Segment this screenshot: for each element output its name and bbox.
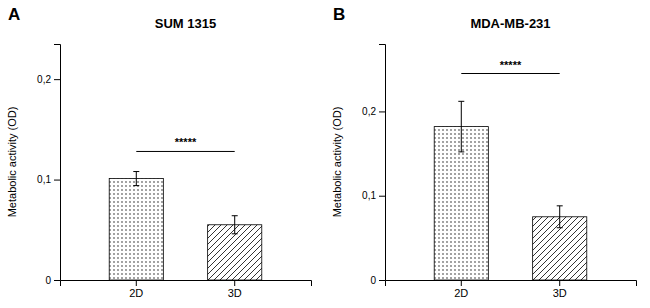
x-axis-line [386, 281, 637, 287]
error-bar-stem [461, 101, 462, 152]
error-bar-cap [458, 151, 464, 152]
y-tick-mark [379, 111, 385, 112]
y-tick: 0,1 [37, 174, 60, 185]
x-axis: 2D 3D [61, 280, 312, 299]
plot-area: 0 0,1 0,2 2D 3D ***** [362, 45, 636, 299]
data-layer [434, 74, 587, 281]
y-tick: 0 [45, 275, 60, 286]
significance-bar [461, 73, 559, 74]
y-tick-mark [54, 79, 60, 80]
y-tick-mark [379, 280, 385, 281]
x-tick-mark [559, 280, 560, 286]
x-tick: 3D [553, 280, 567, 299]
y-tick: 0,1 [362, 190, 385, 201]
error-bar-stem [136, 172, 137, 186]
y-tick-label: 0,1 [362, 190, 376, 201]
error-bar-cap [458, 101, 464, 102]
x-tick-label: 3D [553, 287, 567, 299]
significance-text: ***** [175, 136, 197, 148]
x-tick-mark [136, 280, 137, 286]
error-bar-cap [557, 227, 563, 228]
chart-title: MDA-MB-231 [470, 16, 550, 31]
error-bar-cap [232, 233, 238, 234]
y-axis: 0 0,1 0,2 [37, 45, 60, 286]
x-tick: 2D [129, 280, 143, 299]
x-axis-line [61, 281, 312, 287]
y-tick-mark [379, 196, 385, 197]
y-tick-mark [54, 180, 60, 181]
error-bar [557, 206, 563, 228]
y-tick-label: 0,2 [362, 106, 376, 117]
y-axis-line [54, 45, 61, 281]
bar [109, 179, 163, 280]
chart-title: SUM 1315 [155, 16, 216, 31]
error-bar [458, 101, 464, 152]
y-tick: 0,2 [362, 106, 385, 117]
x-tick-label: 3D [228, 287, 242, 299]
y-axis-title: Metabolic activity (OD) [331, 107, 343, 218]
x-tick: 2D [454, 280, 468, 299]
y-tick: 0 [370, 275, 385, 286]
error-bar-cap [133, 185, 139, 186]
error-bar-stem [234, 216, 235, 234]
error-bar-cap [557, 205, 563, 206]
chart-root: 0 0,1 0,2 2D 3D ***** SUM 1315 A Metabolic activ… [0, 0, 650, 308]
x-tick-mark [234, 280, 235, 286]
panel: 0 0,1 0,2 2D 3D ***** MDA-MB-231 B Metabolic act… [331, 5, 637, 299]
y-tick-label: 0,1 [37, 174, 51, 185]
y-axis-title: Metabolic activity (OD) [6, 107, 18, 218]
y-axis-line [379, 45, 386, 281]
y-tick: 0,2 [37, 74, 60, 85]
x-axis: 2D 3D [386, 280, 637, 299]
y-tick-label: 0 [370, 275, 376, 286]
significance-bar [136, 151, 234, 152]
x-tick: 3D [228, 280, 242, 299]
panel-label: B [333, 5, 345, 24]
panel: 0 0,1 0,2 2D 3D ***** SUM 1315 A Metabolic activ… [6, 5, 312, 299]
x-tick-label: 2D [129, 287, 143, 299]
error-bar-stem [559, 206, 560, 228]
error-bar [133, 172, 139, 186]
y-axis: 0 0,1 0,2 [362, 45, 385, 286]
data-layer [109, 151, 262, 280]
plot-area: 0 0,1 0,2 2D 3D ***** [37, 45, 311, 299]
significance-text: ***** [500, 59, 522, 71]
panel-label: A [8, 5, 20, 24]
error-bar-cap [232, 215, 238, 216]
y-tick-label: 0 [45, 275, 51, 286]
error-bar [232, 216, 238, 234]
x-tick-label: 2D [454, 287, 468, 299]
x-tick-mark [461, 280, 462, 286]
y-tick-label: 0,2 [37, 74, 51, 85]
error-bar-cap [133, 171, 139, 172]
y-tick-mark [54, 280, 60, 281]
